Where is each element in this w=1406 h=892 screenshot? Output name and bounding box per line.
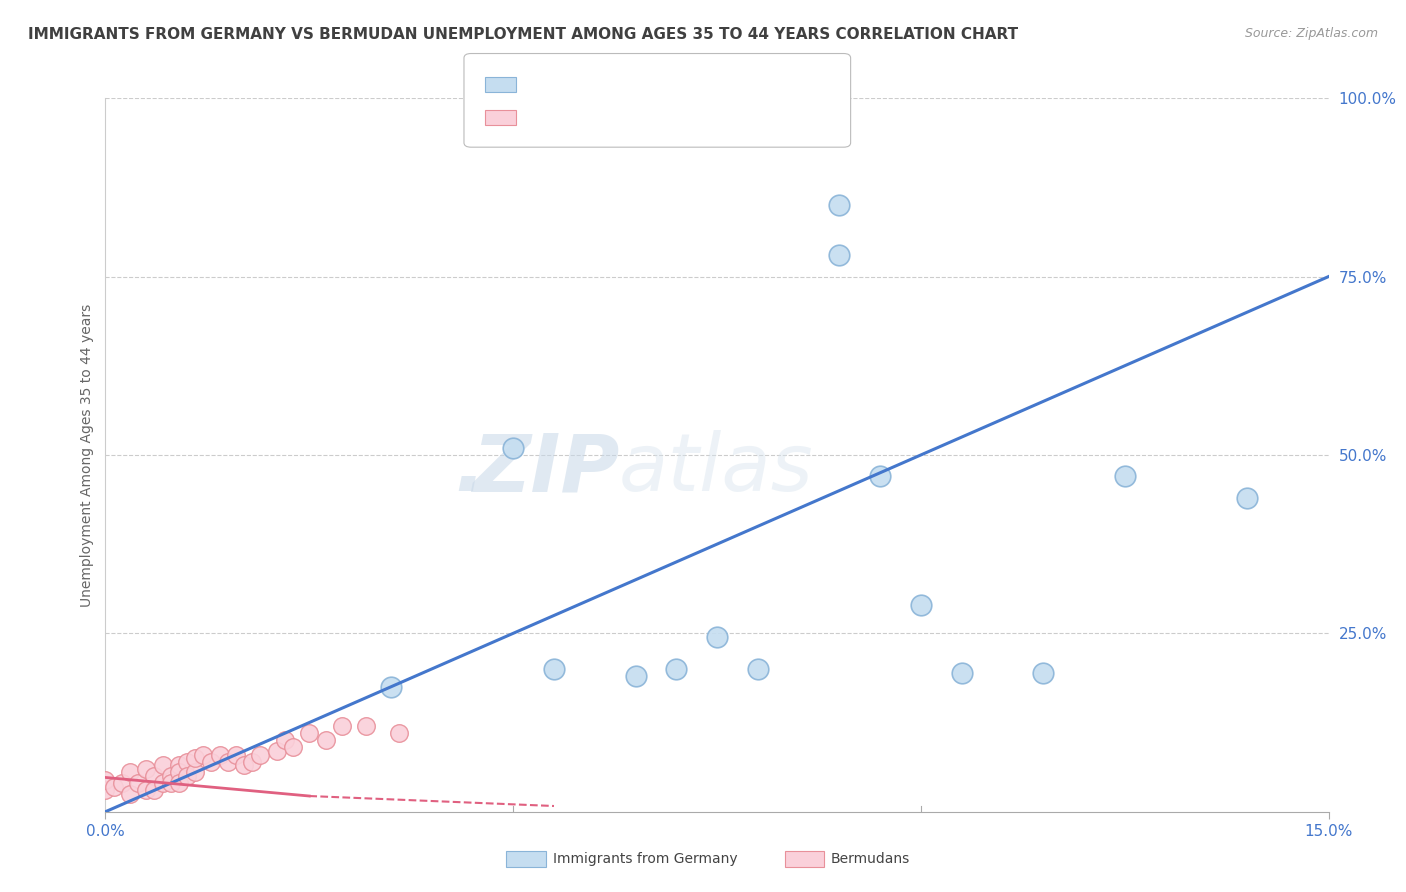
Point bbox=[94, 772, 117, 787]
Point bbox=[176, 769, 198, 783]
Point bbox=[176, 755, 198, 769]
Point bbox=[152, 776, 174, 790]
Point bbox=[167, 758, 190, 772]
Text: N = 17: N = 17 bbox=[668, 77, 723, 91]
Text: N = 38: N = 38 bbox=[668, 110, 723, 124]
Point bbox=[167, 776, 190, 790]
Text: Immigrants from Germany: Immigrants from Germany bbox=[553, 852, 737, 866]
Point bbox=[380, 680, 402, 694]
Point bbox=[315, 733, 337, 747]
Point bbox=[233, 758, 256, 772]
Point bbox=[152, 758, 174, 772]
Point bbox=[240, 755, 263, 769]
Point bbox=[118, 787, 141, 801]
Point bbox=[184, 751, 207, 765]
Point bbox=[266, 744, 288, 758]
Point bbox=[225, 747, 247, 762]
Text: atlas: atlas bbox=[619, 430, 814, 508]
Text: IMMIGRANTS FROM GERMANY VS BERMUDAN UNEMPLOYMENT AMONG AGES 35 TO 44 YEARS CORRE: IMMIGRANTS FROM GERMANY VS BERMUDAN UNEM… bbox=[28, 27, 1018, 42]
Point bbox=[298, 726, 321, 740]
Point bbox=[1114, 469, 1136, 483]
Point bbox=[502, 441, 524, 455]
Point bbox=[217, 755, 239, 769]
Point bbox=[828, 198, 851, 212]
Text: 0.617: 0.617 bbox=[567, 77, 613, 91]
Point bbox=[281, 740, 304, 755]
Point bbox=[184, 765, 207, 780]
Point bbox=[543, 662, 565, 676]
Point bbox=[706, 630, 728, 644]
Point bbox=[94, 783, 117, 797]
Point bbox=[828, 248, 851, 262]
Point bbox=[356, 719, 378, 733]
Point bbox=[135, 762, 157, 776]
Point bbox=[1236, 491, 1258, 505]
Text: R = -0.347: R = -0.347 bbox=[523, 110, 602, 124]
Text: .: . bbox=[454, 430, 485, 508]
Point bbox=[159, 776, 181, 790]
Point bbox=[950, 665, 973, 680]
Point bbox=[135, 783, 157, 797]
Point bbox=[159, 769, 181, 783]
Point bbox=[200, 755, 222, 769]
Point bbox=[274, 733, 297, 747]
Point bbox=[910, 598, 932, 612]
Point bbox=[118, 765, 141, 780]
Text: R =: R = bbox=[523, 77, 550, 91]
Point bbox=[330, 719, 353, 733]
Point bbox=[167, 765, 190, 780]
Point bbox=[208, 747, 231, 762]
Y-axis label: Unemployment Among Ages 35 to 44 years: Unemployment Among Ages 35 to 44 years bbox=[80, 303, 94, 607]
Point bbox=[747, 662, 769, 676]
Point bbox=[143, 769, 166, 783]
Point bbox=[193, 747, 215, 762]
Point bbox=[143, 783, 166, 797]
Point bbox=[388, 726, 411, 740]
Text: ZIP: ZIP bbox=[472, 430, 619, 508]
Point bbox=[127, 776, 149, 790]
Point bbox=[249, 747, 271, 762]
Point bbox=[1032, 665, 1054, 680]
Point bbox=[111, 776, 134, 790]
Point bbox=[665, 662, 688, 676]
Point bbox=[103, 780, 125, 794]
Point bbox=[624, 669, 647, 683]
Point bbox=[869, 469, 891, 483]
Text: Source: ZipAtlas.com: Source: ZipAtlas.com bbox=[1244, 27, 1378, 40]
Text: Bermudans: Bermudans bbox=[831, 852, 910, 866]
